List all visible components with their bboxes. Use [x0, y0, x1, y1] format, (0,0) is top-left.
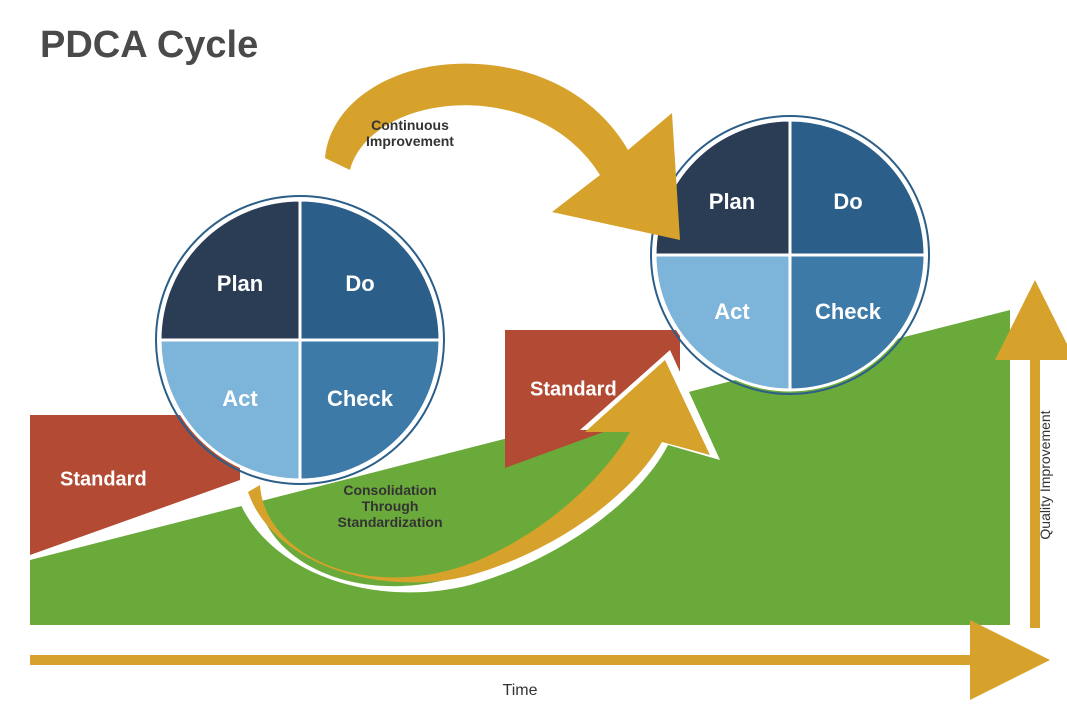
consolidation-label-2: Through — [362, 498, 419, 514]
consolidation-label-3: Standardization — [337, 514, 442, 530]
continuous-improvement-label-2: Improvement — [366, 133, 454, 149]
pdca-2-do — [790, 120, 925, 255]
pdca-2-check-label: Check — [815, 299, 882, 324]
pdca-2-do-label: Do — [833, 189, 862, 214]
pdca-diagram: PDCA Cycle PlanDoCheckActPlanDoCheckActS… — [0, 0, 1067, 720]
pdca-2-act-label: Act — [714, 299, 750, 324]
consolidation-label-1: Consolidation — [343, 482, 436, 498]
standard-label-1: Standard — [60, 468, 147, 490]
pdca-2-plan-label: Plan — [709, 189, 755, 214]
pdca-1-do-label: Do — [345, 271, 374, 296]
continuous-improvement-arrow — [325, 64, 680, 240]
time-axis-label: Time — [503, 682, 538, 699]
pdca-1-plan-label: Plan — [217, 271, 263, 296]
pdca-1-check-label: Check — [327, 386, 394, 411]
quality-axis-label: Quality Improvement — [1037, 410, 1053, 539]
diagram-svg: Plan Do Check Act Plan Do Check Act Standard Stan… — [0, 0, 1067, 720]
pdca-1-act-label: Act — [222, 386, 258, 411]
continuous-improvement-label-1: Continuous — [371, 117, 449, 133]
standard-label-2: Standard — [530, 378, 617, 400]
